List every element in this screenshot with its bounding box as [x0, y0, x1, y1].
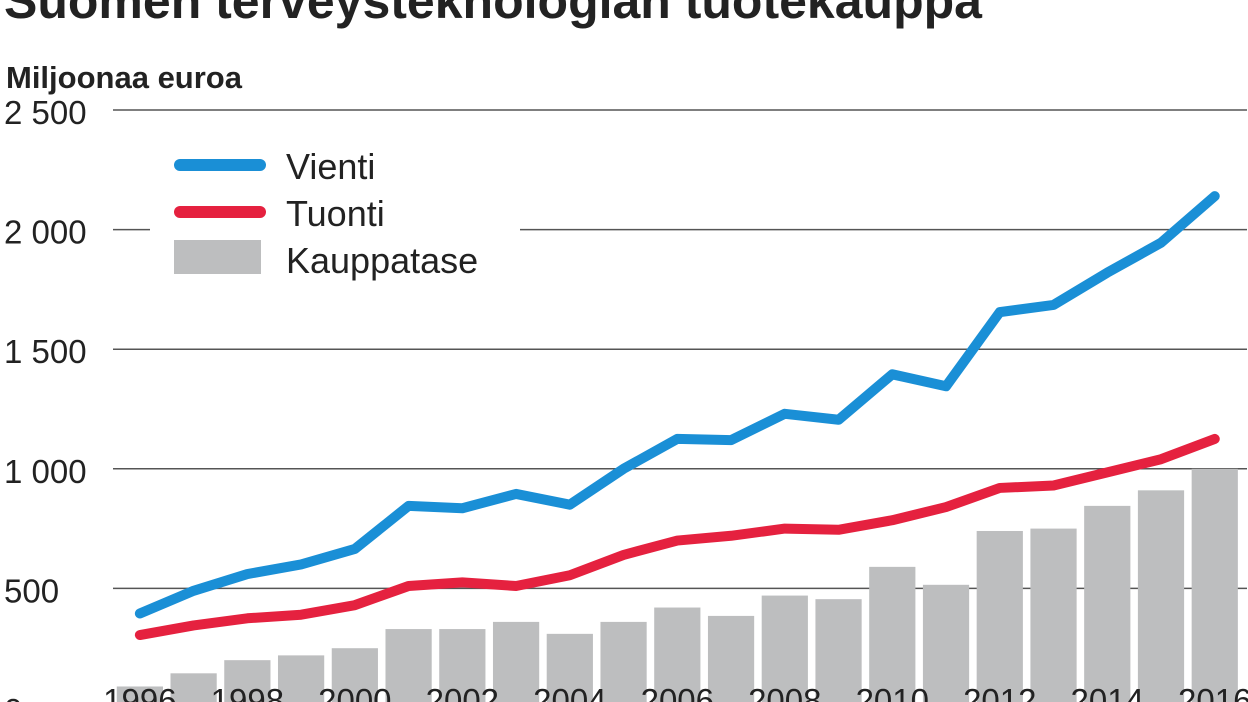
chart-title: Suomen terveysteknologian tuotekauppa	[4, 0, 983, 29]
legend-label: Vienti	[286, 146, 375, 187]
bar	[492, 621, 540, 702]
legend-label: Tuonti	[286, 193, 385, 234]
bar	[1191, 468, 1238, 702]
x-tick-label: 2010	[856, 682, 929, 702]
bar	[170, 673, 217, 702]
line	[134, 191, 1220, 619]
x-tick-label: 2008	[748, 682, 821, 702]
bar	[385, 629, 432, 702]
chart-subtitle: Miljoonaa euroa	[6, 60, 243, 95]
bar	[654, 607, 701, 702]
bar	[546, 633, 593, 702]
bar	[277, 655, 325, 702]
bar	[869, 566, 916, 702]
y-tick-label: 2 000	[4, 214, 87, 251]
bar	[331, 648, 378, 702]
x-tick-label: 2012	[963, 682, 1036, 702]
x-tick-label: 1996	[103, 682, 176, 702]
line	[134, 433, 1220, 641]
x-tick-label: 1998	[211, 682, 284, 702]
bar	[922, 584, 970, 702]
x-tick-label: 2014	[1071, 682, 1144, 702]
y-tick-label: 0	[4, 692, 22, 702]
x-tick-label: 2002	[426, 682, 499, 702]
y-tick-label: 1 000	[4, 453, 87, 490]
bar	[439, 629, 486, 702]
bar	[1084, 505, 1131, 702]
bar	[761, 595, 808, 702]
bar	[600, 621, 647, 702]
x-tick-label: 2004	[533, 682, 606, 702]
bar	[116, 686, 163, 702]
bar	[707, 615, 755, 702]
bar	[1030, 528, 1077, 702]
bar	[1137, 490, 1185, 702]
legend-label: Kauppatase	[286, 240, 478, 281]
bar	[224, 660, 271, 702]
y-tick-label: 2 500	[4, 94, 87, 131]
y-tick-label: 1 500	[4, 333, 87, 370]
bar	[815, 599, 862, 702]
x-tick-label: 2006	[641, 682, 714, 702]
legend-swatch	[174, 240, 261, 274]
x-tick-label: 2016	[1178, 682, 1248, 702]
x-tick-label: 2000	[318, 682, 391, 702]
y-tick-label: 500	[4, 572, 59, 609]
bar	[976, 530, 1023, 702]
